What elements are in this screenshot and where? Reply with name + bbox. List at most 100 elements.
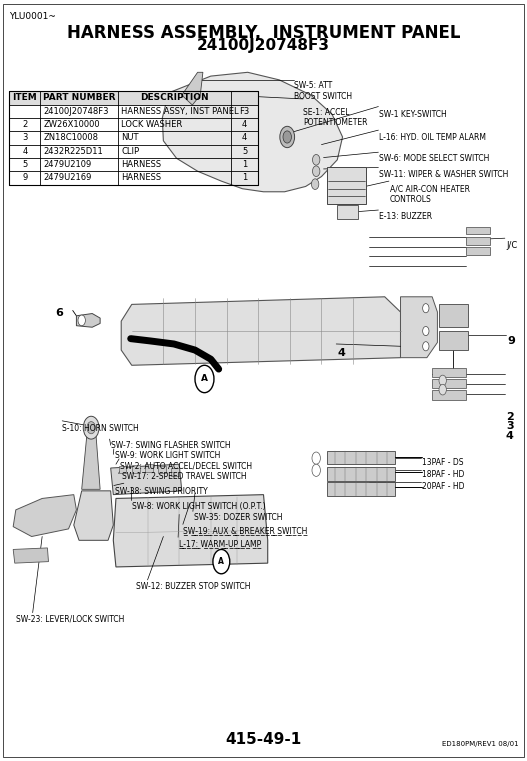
Text: 9: 9	[507, 336, 515, 346]
Text: 2479U2169: 2479U2169	[43, 174, 92, 183]
Circle shape	[313, 154, 320, 165]
Bar	[439, 331, 468, 350]
Text: HARNESS: HARNESS	[121, 174, 161, 183]
Text: A: A	[218, 557, 225, 566]
Polygon shape	[162, 72, 343, 192]
Text: DESCRIPTION: DESCRIPTION	[140, 94, 209, 103]
Text: 4: 4	[242, 120, 247, 129]
Polygon shape	[74, 491, 113, 540]
Text: PART NUMBER: PART NUMBER	[43, 94, 115, 103]
Bar	[432, 390, 466, 400]
Bar	[466, 237, 490, 245]
Text: 2479U2109: 2479U2109	[43, 160, 92, 169]
Text: ITEM: ITEM	[13, 94, 37, 103]
Text: ZW26X10000: ZW26X10000	[43, 120, 100, 129]
Text: 3: 3	[22, 133, 27, 142]
Circle shape	[83, 416, 99, 439]
Text: ED180PM/REV1 08/01: ED180PM/REV1 08/01	[443, 741, 519, 747]
Text: LOCK WASHER: LOCK WASHER	[121, 120, 182, 129]
Polygon shape	[13, 495, 76, 537]
Bar	[466, 247, 490, 255]
Polygon shape	[113, 495, 268, 567]
Circle shape	[311, 179, 319, 189]
Text: L̲-̲1̲7̲:̲ ̲W̲A̲R̲M̲-̲U̲P̲ ̲L̲A̲M̲P̲: L̲-̲1̲7̲:̲ ̲W̲A̲R̲M̲-̲U̲P̲ ̲L̲A̲M̲P̲	[179, 540, 261, 549]
Text: 4: 4	[337, 348, 345, 358]
Text: SW-23: LEVER/LOCK SWITCH: SW-23: LEVER/LOCK SWITCH	[16, 615, 124, 624]
Polygon shape	[401, 297, 437, 358]
Text: A: A	[201, 374, 208, 384]
Text: 4: 4	[506, 431, 514, 441]
Bar	[327, 167, 366, 204]
Polygon shape	[76, 314, 100, 327]
Circle shape	[312, 464, 320, 476]
Bar	[439, 304, 468, 327]
Text: SW-35: DOZER SWITCH: SW-35: DOZER SWITCH	[194, 513, 282, 522]
Text: HARNESS ASSEMBLY,  INSTRUMENT PANEL: HARNESS ASSEMBLY, INSTRUMENT PANEL	[67, 24, 460, 43]
Text: 2: 2	[506, 412, 514, 422]
Text: SW-17: 2-SPEED TRAVEL SWITCH: SW-17: 2-SPEED TRAVEL SWITCH	[122, 472, 247, 481]
Text: 1: 1	[242, 174, 247, 183]
Text: SW-8: WORK LIGHT SWITCH (O.P.T.): SW-8: WORK LIGHT SWITCH (O.P.T.)	[132, 502, 266, 511]
Bar	[466, 227, 490, 234]
Bar	[9, 91, 258, 185]
Bar	[119, 466, 126, 473]
Text: 4: 4	[22, 147, 27, 156]
Polygon shape	[13, 548, 48, 563]
Circle shape	[87, 422, 95, 434]
Circle shape	[423, 342, 429, 351]
Circle shape	[213, 549, 230, 574]
Circle shape	[439, 375, 446, 386]
Circle shape	[439, 384, 446, 395]
Text: 24100J20748F3: 24100J20748F3	[43, 107, 109, 116]
Circle shape	[312, 452, 320, 464]
Text: YLU0001~: YLU0001~	[9, 12, 56, 21]
Text: SW-38: SWING PRIORITY: SW-38: SWING PRIORITY	[115, 487, 208, 496]
Circle shape	[195, 365, 214, 393]
Text: L-16: HYD. OIL TEMP ALARM: L-16: HYD. OIL TEMP ALARM	[379, 133, 486, 142]
Text: 24100J20748F3: 24100J20748F3	[197, 38, 330, 53]
Text: S̲W̲-̲1̲9̲:̲ ̲A̲U̲X̲ ̲&̲ ̲B̲R̲E̲A̲K̲E̲R̲ ̲S̲W̲I̲T̲C̲H̲: S̲W̲-̲1̲9̲:̲ ̲A̲U̲X̲ ̲&̲ ̲B̲R̲E̲A̲K̲E̲R̲…	[183, 527, 308, 536]
Bar	[327, 467, 395, 481]
Text: 13PAF - DS: 13PAF - DS	[422, 458, 463, 467]
Circle shape	[423, 326, 429, 336]
Bar	[145, 464, 153, 472]
Text: SW-1 KEY-SWITCH: SW-1 KEY-SWITCH	[379, 110, 447, 119]
Text: 5: 5	[22, 160, 27, 169]
Text: SW-11: WIPER & WASHER SWITCH: SW-11: WIPER & WASHER SWITCH	[379, 170, 509, 179]
Bar	[9, 91, 258, 104]
Text: 1: 1	[242, 160, 247, 169]
Text: 3: 3	[506, 421, 513, 431]
Text: 415-49-1: 415-49-1	[226, 732, 301, 747]
Text: ZN18C10008: ZN18C10008	[43, 133, 98, 142]
Text: SW-7: SWING FLASHER SWITCH: SW-7: SWING FLASHER SWITCH	[111, 441, 230, 451]
Bar	[337, 205, 358, 219]
Text: HARNESS ASSY, INST PANEL: HARNESS ASSY, INST PANEL	[121, 107, 239, 116]
Text: NUT: NUT	[121, 133, 139, 142]
Circle shape	[78, 315, 85, 326]
Text: 9: 9	[22, 174, 27, 183]
Polygon shape	[121, 297, 401, 365]
Text: A/C AIR-CON HEATER
CONTROLS: A/C AIR-CON HEATER CONTROLS	[390, 185, 470, 204]
Text: F3: F3	[239, 107, 250, 116]
Text: HARNESS: HARNESS	[121, 160, 161, 169]
Circle shape	[280, 126, 295, 148]
Text: SE-1: ACCEL
POTENTIOMETER: SE-1: ACCEL POTENTIOMETER	[303, 108, 367, 127]
Bar	[132, 465, 140, 473]
Text: S-10: HORN SWITCH: S-10: HORN SWITCH	[62, 424, 139, 433]
Text: SW-2: AUTO ACCEL/DECEL SWITCH: SW-2: AUTO ACCEL/DECEL SWITCH	[120, 461, 252, 470]
Text: SW-12: BUZZER STOP SWITCH: SW-12: BUZZER STOP SWITCH	[136, 582, 250, 591]
Text: 18PAF - HD: 18PAF - HD	[422, 470, 464, 479]
Text: J/C: J/C	[506, 241, 517, 250]
Circle shape	[423, 304, 429, 313]
Bar	[158, 466, 166, 473]
Bar	[327, 451, 395, 464]
Text: 5: 5	[242, 147, 247, 156]
Text: 2432R225D11: 2432R225D11	[43, 147, 103, 156]
Bar	[432, 368, 466, 377]
Text: SW-5: ATT
BOOST SWITCH: SW-5: ATT BOOST SWITCH	[294, 81, 352, 100]
Bar	[432, 379, 466, 388]
Text: SW-9: WORK LIGHT SWITCH: SW-9: WORK LIGHT SWITCH	[115, 451, 220, 460]
Text: CLIP: CLIP	[121, 147, 139, 156]
Text: SW-6: MODE SELECT SWITCH: SW-6: MODE SELECT SWITCH	[379, 154, 490, 164]
Circle shape	[283, 131, 291, 143]
